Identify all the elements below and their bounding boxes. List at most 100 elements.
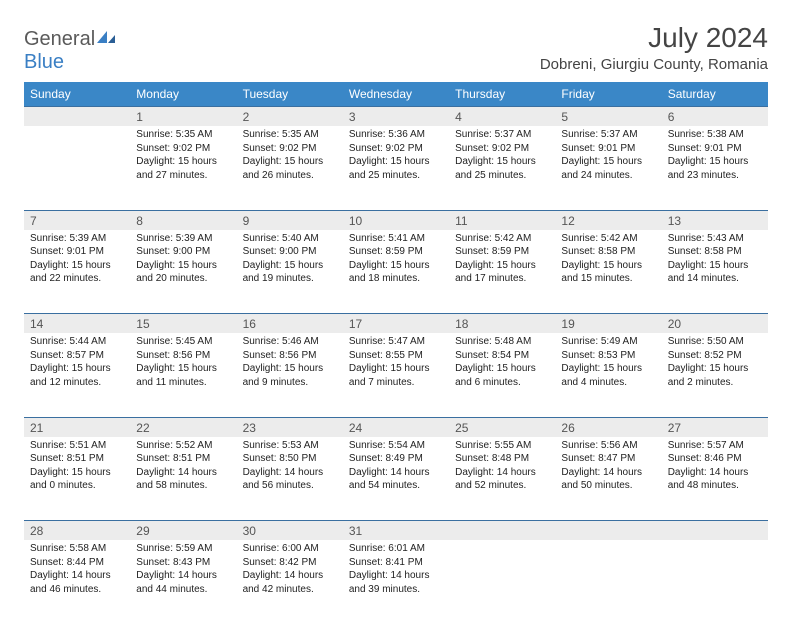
- day-number-cell: [555, 521, 661, 541]
- day-number-cell: 10: [343, 210, 449, 230]
- sunset-text: Sunset: 9:02 PM: [136, 142, 230, 156]
- day-number-cell: 17: [343, 314, 449, 334]
- sunrise-text: Sunrise: 5:42 AM: [455, 232, 549, 246]
- sunset-text: Sunset: 8:50 PM: [243, 452, 337, 466]
- day-detail-cell: Sunrise: 5:46 AMSunset: 8:56 PMDaylight:…: [237, 333, 343, 417]
- sunset-text: Sunset: 8:59 PM: [455, 245, 549, 259]
- day-number-cell: 25: [449, 417, 555, 437]
- daylight-text-2: and 4 minutes.: [561, 376, 655, 390]
- sunset-text: Sunset: 8:54 PM: [455, 349, 549, 363]
- daylight-text-1: Daylight: 15 hours: [349, 362, 443, 376]
- sunset-text: Sunset: 9:00 PM: [243, 245, 337, 259]
- sunset-text: Sunset: 9:01 PM: [561, 142, 655, 156]
- sunset-text: Sunset: 9:02 PM: [455, 142, 549, 156]
- sunset-text: Sunset: 8:59 PM: [349, 245, 443, 259]
- location: Dobreni, Giurgiu County, Romania: [540, 56, 768, 73]
- day-number-cell: 1: [130, 107, 236, 127]
- day-number-cell: 20: [662, 314, 768, 334]
- daylight-text-1: Daylight: 15 hours: [561, 362, 655, 376]
- sunset-text: Sunset: 8:52 PM: [668, 349, 762, 363]
- sunrise-text: Sunrise: 5:37 AM: [455, 128, 549, 142]
- day-detail-cell: Sunrise: 5:58 AMSunset: 8:44 PMDaylight:…: [24, 540, 130, 624]
- day-number-cell: [662, 521, 768, 541]
- weekday-header: Thursday: [449, 82, 555, 107]
- day-number-cell: 16: [237, 314, 343, 334]
- day-detail-cell: Sunrise: 5:49 AMSunset: 8:53 PMDaylight:…: [555, 333, 661, 417]
- sunset-text: Sunset: 8:48 PM: [455, 452, 549, 466]
- daylight-text-2: and 24 minutes.: [561, 169, 655, 183]
- sunrise-text: Sunrise: 5:56 AM: [561, 439, 655, 453]
- logo-part2: Blue: [24, 51, 64, 73]
- day-detail-cell: Sunrise: 5:36 AMSunset: 9:02 PMDaylight:…: [343, 126, 449, 210]
- day-number-cell: 3: [343, 107, 449, 127]
- day-detail-row: Sunrise: 5:35 AMSunset: 9:02 PMDaylight:…: [24, 126, 768, 210]
- calendar-table: Sunday Monday Tuesday Wednesday Thursday…: [24, 82, 768, 624]
- day-detail-cell: Sunrise: 5:47 AMSunset: 8:55 PMDaylight:…: [343, 333, 449, 417]
- daylight-text-1: Daylight: 15 hours: [30, 259, 124, 273]
- daylight-text-1: Daylight: 15 hours: [455, 259, 549, 273]
- day-number-row: 123456: [24, 107, 768, 127]
- daylight-text-2: and 44 minutes.: [136, 583, 230, 597]
- day-number-cell: 5: [555, 107, 661, 127]
- sunset-text: Sunset: 8:56 PM: [243, 349, 337, 363]
- day-detail-cell: [555, 540, 661, 624]
- daylight-text-2: and 50 minutes.: [561, 479, 655, 493]
- daylight-text-2: and 58 minutes.: [136, 479, 230, 493]
- sunset-text: Sunset: 8:47 PM: [561, 452, 655, 466]
- sunrise-text: Sunrise: 5:45 AM: [136, 335, 230, 349]
- day-number-row: 78910111213: [24, 210, 768, 230]
- day-number-cell: 22: [130, 417, 236, 437]
- day-detail-row: Sunrise: 5:39 AMSunset: 9:01 PMDaylight:…: [24, 230, 768, 314]
- day-detail-cell: Sunrise: 5:54 AMSunset: 8:49 PMDaylight:…: [343, 437, 449, 521]
- daylight-text-1: Daylight: 15 hours: [243, 259, 337, 273]
- daylight-text-1: Daylight: 15 hours: [349, 155, 443, 169]
- sunset-text: Sunset: 9:01 PM: [668, 142, 762, 156]
- daylight-text-1: Daylight: 15 hours: [455, 155, 549, 169]
- day-detail-cell: Sunrise: 5:35 AMSunset: 9:02 PMDaylight:…: [237, 126, 343, 210]
- sunset-text: Sunset: 8:44 PM: [30, 556, 124, 570]
- daylight-text-2: and 52 minutes.: [455, 479, 549, 493]
- sunset-text: Sunset: 8:41 PM: [349, 556, 443, 570]
- daylight-text-2: and 11 minutes.: [136, 376, 230, 390]
- sunset-text: Sunset: 8:58 PM: [668, 245, 762, 259]
- sunrise-text: Sunrise: 5:53 AM: [243, 439, 337, 453]
- daylight-text-2: and 25 minutes.: [455, 169, 549, 183]
- daylight-text-2: and 7 minutes.: [349, 376, 443, 390]
- daylight-text-2: and 9 minutes.: [243, 376, 337, 390]
- logo-part1: General: [24, 28, 95, 50]
- day-detail-cell: Sunrise: 5:43 AMSunset: 8:58 PMDaylight:…: [662, 230, 768, 314]
- day-detail-cell: Sunrise: 5:37 AMSunset: 9:02 PMDaylight:…: [449, 126, 555, 210]
- sunrise-text: Sunrise: 6:00 AM: [243, 542, 337, 556]
- title-block: July 2024 Dobreni, Giurgiu County, Roman…: [540, 22, 768, 73]
- day-detail-cell: Sunrise: 5:39 AMSunset: 9:00 PMDaylight:…: [130, 230, 236, 314]
- day-number-cell: 31: [343, 521, 449, 541]
- sunrise-text: Sunrise: 5:49 AM: [561, 335, 655, 349]
- daylight-text-1: Daylight: 14 hours: [455, 466, 549, 480]
- daylight-text-2: and 22 minutes.: [30, 272, 124, 286]
- daylight-text-1: Daylight: 15 hours: [455, 362, 549, 376]
- daylight-text-1: Daylight: 14 hours: [30, 569, 124, 583]
- daylight-text-2: and 20 minutes.: [136, 272, 230, 286]
- weekday-header-row: Sunday Monday Tuesday Wednesday Thursday…: [24, 82, 768, 107]
- day-detail-cell: Sunrise: 5:39 AMSunset: 9:01 PMDaylight:…: [24, 230, 130, 314]
- day-number-cell: 23: [237, 417, 343, 437]
- sunrise-text: Sunrise: 5:59 AM: [136, 542, 230, 556]
- sunset-text: Sunset: 8:57 PM: [30, 349, 124, 363]
- day-number-row: 14151617181920: [24, 314, 768, 334]
- day-number-cell: 18: [449, 314, 555, 334]
- daylight-text-2: and 54 minutes.: [349, 479, 443, 493]
- day-detail-cell: Sunrise: 5:44 AMSunset: 8:57 PMDaylight:…: [24, 333, 130, 417]
- sunrise-text: Sunrise: 5:35 AM: [136, 128, 230, 142]
- day-number-row: 21222324252627: [24, 417, 768, 437]
- sunrise-text: Sunrise: 5:38 AM: [668, 128, 762, 142]
- sunset-text: Sunset: 8:43 PM: [136, 556, 230, 570]
- daylight-text-1: Daylight: 15 hours: [136, 259, 230, 273]
- day-detail-cell: Sunrise: 5:51 AMSunset: 8:51 PMDaylight:…: [24, 437, 130, 521]
- daylight-text-2: and 6 minutes.: [455, 376, 549, 390]
- daylight-text-2: and 17 minutes.: [455, 272, 549, 286]
- day-number-cell: [449, 521, 555, 541]
- day-number-cell: 27: [662, 417, 768, 437]
- day-detail-row: Sunrise: 5:58 AMSunset: 8:44 PMDaylight:…: [24, 540, 768, 624]
- day-detail-cell: [449, 540, 555, 624]
- day-detail-cell: Sunrise: 5:37 AMSunset: 9:01 PMDaylight:…: [555, 126, 661, 210]
